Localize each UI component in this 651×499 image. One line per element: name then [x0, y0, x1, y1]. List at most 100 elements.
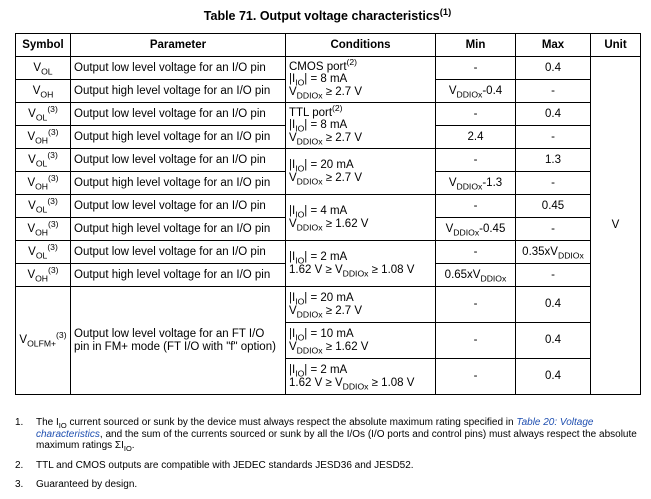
symbol-cell: VOLFM+(3): [15, 286, 71, 395]
max-cell: -: [515, 217, 591, 241]
text: | = 20 mA: [304, 292, 354, 304]
parameter-cell: Output low level voltage for an FT I/O p…: [70, 286, 286, 395]
text: V: [27, 176, 36, 189]
text-line: |IIO| = 20 mA: [289, 159, 432, 174]
parameter-cell: Output high level voltage for an I/O pin: [70, 171, 286, 195]
min-cell: -: [435, 240, 516, 264]
supscript: (3): [47, 195, 58, 206]
subscript: DDIOx: [296, 90, 323, 101]
min-cell: -: [435, 286, 516, 323]
footnote-number: 1.: [15, 417, 24, 428]
conditions-cell: TTL port(2) |IIO| = 8 mA VDDIOx ≥ 2.7 V: [285, 102, 436, 149]
text: | = 20 mA: [304, 159, 354, 171]
parameter-cell: Output high level voltage for an I/O pin: [70, 217, 286, 241]
text-line: VDDIOx ≥ 2.7 V: [289, 85, 432, 101]
subscript: OH: [35, 273, 49, 284]
subscript: OL: [35, 158, 48, 169]
max-cell: 0.45: [515, 194, 591, 218]
symbol-cell: VOH(3): [15, 125, 71, 149]
footnotes: 1. The IIO current sourced or sunk by the…: [15, 417, 640, 499]
symbol-cell: VOH(3): [15, 217, 71, 241]
conditions-cell: |IIO| = 20 mA VDDIOx ≥ 2.7 V: [285, 148, 436, 195]
text: | = 2 mA: [304, 251, 348, 263]
subscript: DDIOx: [342, 267, 369, 278]
parameter-cell: Output high level voltage for an I/O pin: [70, 263, 286, 287]
column-header: Conditions: [285, 33, 436, 57]
text: V: [33, 61, 42, 74]
table-row: VOL(3) Output low level voltage for an I/…: [15, 102, 641, 149]
text: 0.65xV: [444, 268, 481, 281]
subscript: IO: [295, 163, 305, 174]
text: | = 4 mA: [304, 205, 348, 217]
min-cell: VDDIOx-0.45: [435, 217, 516, 241]
subscript: DDIOx: [456, 181, 483, 192]
conditions-cell: |IIO| = 4 mA VDDIOx ≥ 1.62 V: [285, 194, 436, 241]
subscript: DDIOx: [296, 136, 323, 147]
text-line: VDDIOx ≥ 2.7 V: [289, 304, 432, 319]
text-line: VDDIOx ≥ 2.7 V: [289, 171, 432, 186]
text: |I: [289, 73, 296, 86]
conditions-cell: |IIO| = 2 mA 1.62 V ≥ VDDIOx ≥ 1.08 V: [285, 358, 436, 395]
subscript: OH: [35, 181, 49, 192]
text: current sourced or sunk by the device mu…: [66, 417, 517, 428]
text: ≥ 1.62 V: [322, 217, 369, 230]
supscript: (3): [47, 241, 58, 252]
subscript: OH: [35, 135, 49, 146]
subscript: DDIOx: [453, 227, 480, 238]
table-row: |IIO| = 2 mA 1.62 V ≥ VDDIOx ≥ 1.08 V -0.4: [16, 358, 641, 395]
text: V: [27, 130, 36, 143]
text: -1.3: [482, 176, 503, 189]
conditions-cell: |IIO| = 2 mA 1.62 V ≥ VDDIOx ≥ 1.08 V: [285, 240, 436, 287]
text: ≥ 2.7 V: [322, 85, 363, 98]
text: TTL and CMOS outputs are compatible with…: [36, 459, 414, 471]
text: V: [445, 222, 454, 235]
text: | = 10 mA: [304, 328, 354, 340]
text: Table 71. Output voltage characteristics: [203, 9, 440, 23]
supscript: (3): [48, 264, 59, 275]
min-cell: -: [435, 194, 516, 218]
text: ≥ 1.08 V: [368, 263, 415, 276]
text: V: [448, 176, 457, 189]
text: TTL port: [289, 106, 333, 119]
parameter-cell: Output low level voltage for an I/O pin: [70, 56, 286, 80]
supscript: (1): [439, 6, 452, 17]
symbol-cell: VOL(3): [15, 194, 71, 218]
text: ≥ 1.08 V: [368, 376, 415, 389]
subscript: DDIOx: [296, 344, 323, 355]
conditions-cell: CMOS port(2) |IIO| = 8 mA VDDIOx ≥ 2.7 V: [285, 56, 436, 103]
parameter-cell: Output high level voltage for an I/O pin: [70, 125, 286, 149]
text: |I: [289, 364, 296, 376]
subscript: OL: [35, 204, 48, 215]
text: V: [289, 171, 297, 184]
parameter-cell: Output low level voltage for an I/O pin: [70, 102, 286, 126]
subscript: DDIOx: [342, 380, 369, 391]
text: V: [289, 131, 297, 144]
subscript: OL: [41, 66, 53, 77]
parameter-cell: Output low level voltage for an I/O pin: [70, 194, 286, 218]
min-cell: -: [435, 322, 516, 359]
text: CMOS port: [289, 60, 347, 73]
subscript: IO: [295, 209, 305, 220]
symbol-cell: VOL(3): [15, 102, 71, 126]
text-line: |IIO| = 10 mA: [289, 328, 432, 342]
table-row: VOL(3) Output low level voltage for an I/…: [15, 194, 641, 241]
text: ≥ 2.7 V: [322, 304, 363, 317]
text: V: [289, 217, 297, 230]
subscript: DDIOx: [456, 89, 483, 100]
text: V: [289, 85, 297, 98]
text: V: [27, 222, 36, 235]
symbol-cell: VOL(3): [15, 148, 71, 172]
unit-cell: V: [590, 56, 641, 395]
table-row: VOL(3) Output low level voltage for an I/…: [15, 240, 641, 287]
text: ≥ 1.62 V: [322, 340, 369, 353]
symbol-cell: VOH(3): [15, 171, 71, 195]
max-cell: 1.3: [515, 148, 591, 172]
text-line: |IIO| = 2 mA: [289, 364, 432, 378]
text-line: 1.62 V ≥ VDDIOx ≥ 1.08 V: [289, 376, 432, 391]
text: | = 2 mA: [304, 364, 348, 376]
text: |I: [289, 328, 296, 340]
text: 1.62 V ≥ V: [289, 376, 343, 389]
link[interactable]: Table 20: Voltage characteristics: [36, 417, 594, 440]
text: V: [28, 107, 36, 120]
text: |I: [289, 292, 296, 304]
